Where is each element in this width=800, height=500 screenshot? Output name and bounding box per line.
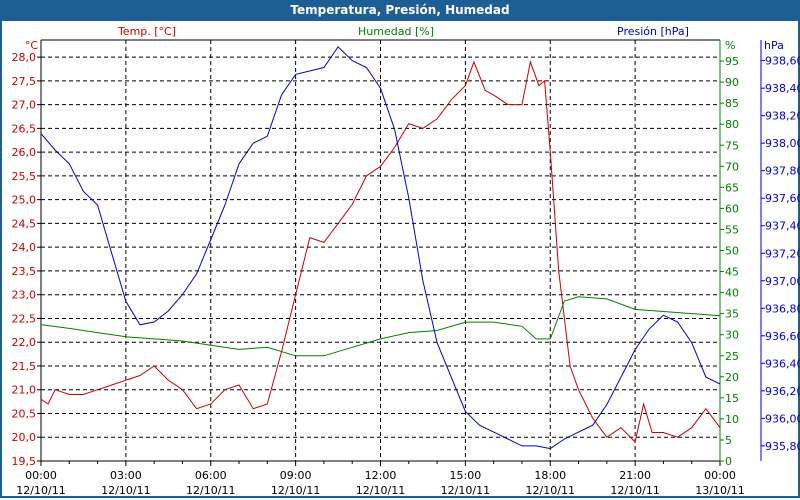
- x-tick-time: 00:00: [25, 469, 57, 482]
- temp-unit-label: °C: [25, 39, 39, 52]
- x-tick-time: 00:00: [704, 469, 736, 482]
- x-tick-date: 12/10/11: [441, 484, 490, 497]
- pressure-tick-label: 938,20: [765, 110, 800, 123]
- humidity-tick-label: 30: [725, 329, 739, 342]
- temp-tick-label: 25,5: [12, 170, 37, 183]
- humidity-tick-label: 0: [725, 455, 732, 468]
- window-title: Temperatura, Presión, Humedad: [0, 0, 800, 21]
- temp-tick-label: 26,5: [12, 122, 37, 135]
- humidity-tick-label: 15: [725, 392, 739, 405]
- x-tick-time: 15:00: [450, 469, 482, 482]
- humidity-tick-label: 70: [725, 160, 739, 173]
- humidity-tick-label: 85: [725, 97, 739, 110]
- humidity-tick-label: 90: [725, 76, 739, 89]
- x-tick-date: 12/10/11: [610, 484, 659, 497]
- temp-tick-label: 20,0: [12, 431, 37, 444]
- series-line-temp: [40, 60, 721, 444]
- x-tick-date: 12/10/11: [101, 484, 150, 497]
- series-legend-pres: Presión [hPa]: [617, 25, 689, 38]
- pressure-tick-label: 938,00: [765, 137, 800, 150]
- humidity-unit-label: %: [725, 39, 735, 52]
- pressure-tick-label: 937,20: [765, 247, 800, 260]
- x-tick-date: 12/10/11: [186, 484, 235, 497]
- humidity-tick-label: 45: [725, 266, 739, 279]
- temp-tick-label: 21,0: [12, 384, 37, 397]
- temp-tick-label: 22,5: [12, 312, 37, 325]
- humidity-tick-label: 25: [725, 350, 739, 363]
- x-tick-date: 12/10/11: [16, 484, 65, 497]
- pressure-tick-label: 937,00: [765, 275, 800, 288]
- humidity-tick-label: 55: [725, 223, 739, 236]
- temp-tick-label: 20,5: [12, 407, 37, 420]
- x-tick-date: 12/10/11: [271, 484, 320, 497]
- temp-tick-label: 21,5: [12, 360, 37, 373]
- pressure-tick-label: 937,60: [765, 192, 800, 205]
- x-tick-time: 09:00: [280, 469, 312, 482]
- temp-tick-label: 25,0: [12, 194, 37, 207]
- humidity-tick-label: 75: [725, 139, 739, 152]
- humidity-tick-label: 35: [725, 308, 739, 321]
- temp-tick-label: 22,0: [12, 336, 37, 349]
- pressure-tick-label: 936,20: [765, 385, 800, 398]
- x-tick-date: 12/10/11: [356, 484, 405, 497]
- humidity-tick-label: 65: [725, 181, 739, 194]
- temp-tick-label: 27,0: [12, 99, 37, 112]
- temp-tick-label: 24,0: [12, 241, 37, 254]
- x-tick-date: 12/10/11: [526, 484, 575, 497]
- humidity-tick-label: 50: [725, 245, 739, 258]
- series-line-pres: [40, 46, 721, 450]
- temp-tick-label: 23,5: [12, 265, 37, 278]
- x-tick-time: 21:00: [619, 469, 651, 482]
- pressure-tick-label: 936,60: [765, 330, 800, 343]
- temp-tick-label: 19,5: [12, 455, 37, 468]
- humidity-tick-label: 10: [725, 413, 739, 426]
- pressure-tick-label: 936,80: [765, 302, 800, 315]
- pressure-unit-label: hPa: [764, 39, 784, 52]
- pressure-tick-label: 937,40: [765, 220, 800, 233]
- humidity-tick-label: 80: [725, 118, 739, 131]
- temp-tick-label: 27,5: [12, 75, 37, 88]
- x-tick-date: 13/10/11: [695, 484, 744, 497]
- humidity-tick-label: 40: [725, 287, 739, 300]
- temp-tick-label: 26,0: [12, 146, 37, 159]
- humidity-tick-label: 60: [725, 202, 739, 215]
- temp-tick-label: 28,0: [12, 51, 37, 64]
- pressure-tick-label: 936,00: [765, 412, 800, 425]
- humidity-tick-label: 95: [725, 55, 739, 68]
- series-line-hum: [40, 296, 721, 357]
- x-tick-time: 06:00: [195, 469, 227, 482]
- pressure-tick-label: 935,80: [765, 440, 800, 453]
- temp-tick-label: 24,5: [12, 217, 37, 230]
- pressure-tick-label: 938,60: [765, 55, 800, 68]
- x-tick-time: 12:00: [365, 469, 397, 482]
- pressure-tick-label: 938,40: [765, 82, 800, 95]
- humidity-tick-label: 5: [725, 434, 732, 447]
- pressure-tick-label: 937,80: [765, 165, 800, 178]
- humidity-tick-label: 20: [725, 371, 739, 384]
- x-tick-time: 03:00: [110, 469, 142, 482]
- temp-tick-label: 23,0: [12, 289, 37, 302]
- pressure-tick-label: 936,40: [765, 357, 800, 370]
- series-legend-temp: Temp. [°C]: [117, 25, 176, 38]
- series-legend-hum: Humedad [%]: [358, 25, 434, 38]
- x-tick-time: 18:00: [534, 469, 566, 482]
